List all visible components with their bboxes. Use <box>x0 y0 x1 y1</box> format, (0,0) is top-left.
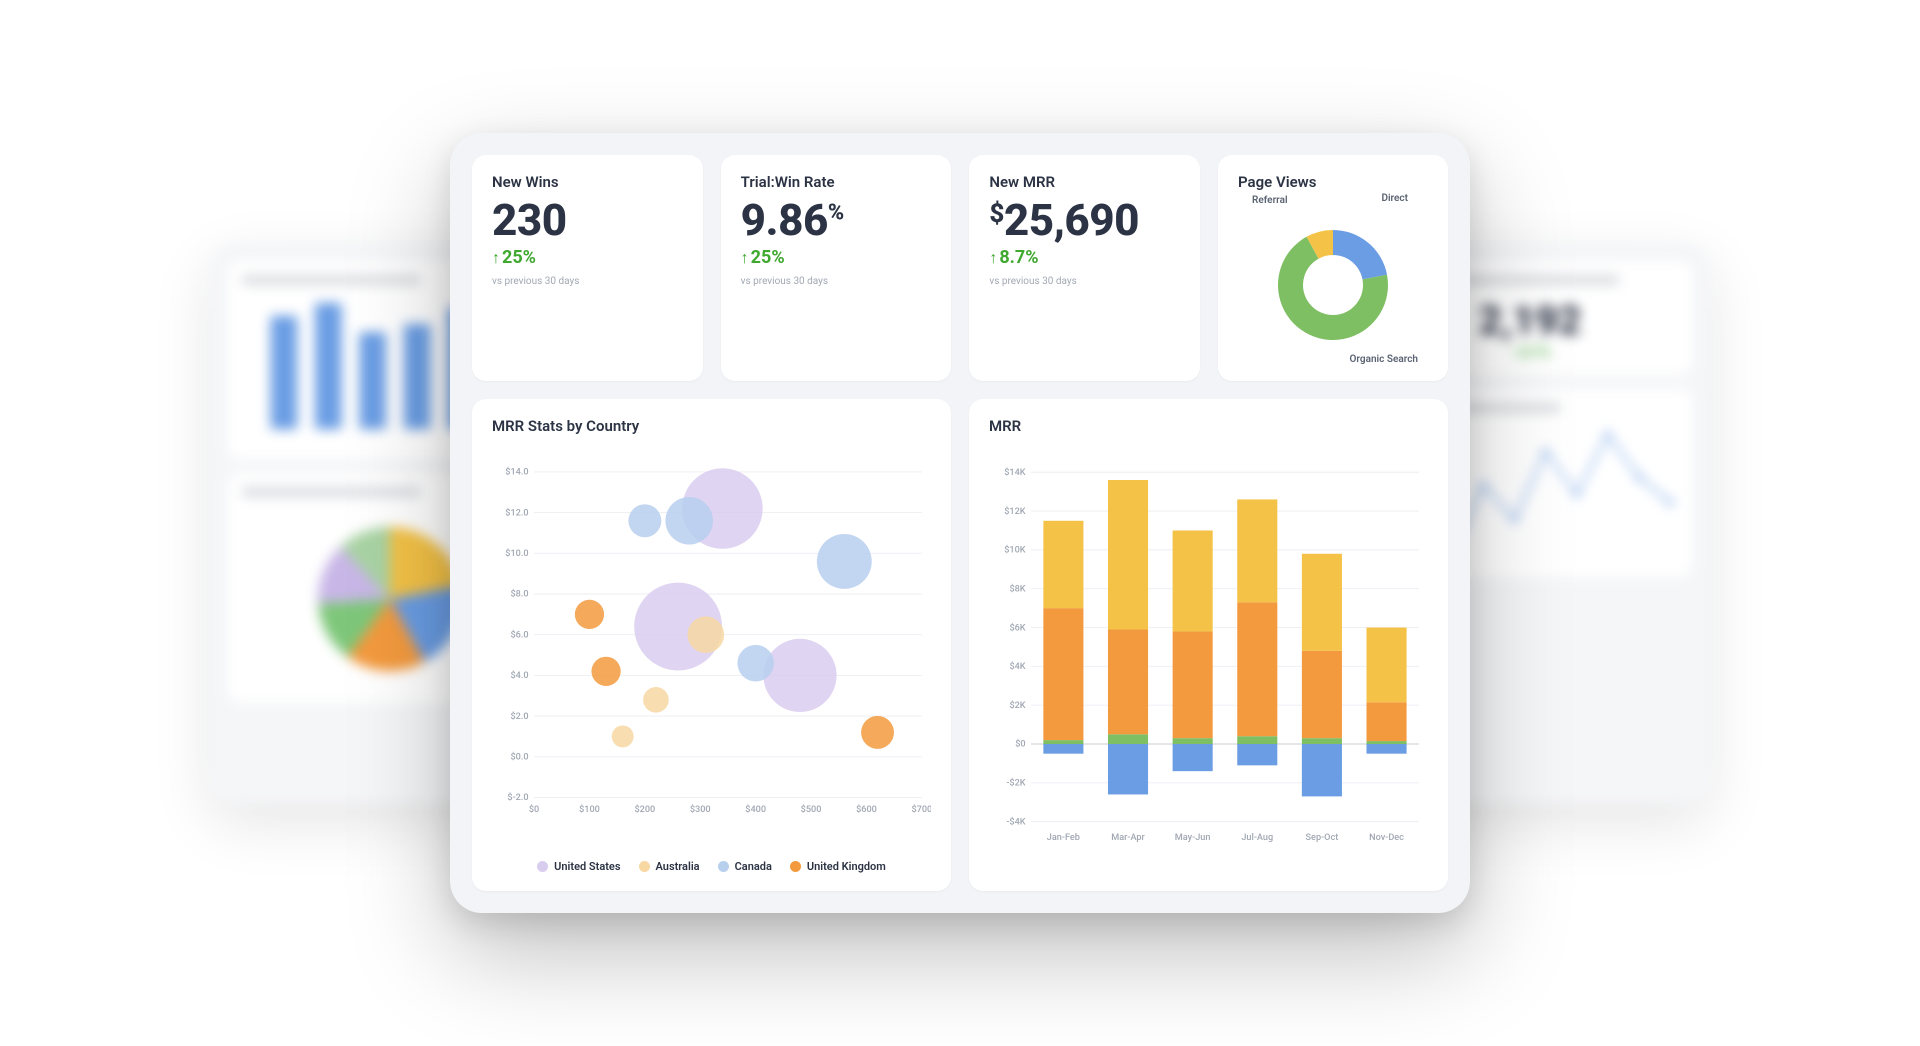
metric-delta: ↑25% <box>741 247 932 268</box>
bubble-chart-card[interactable]: MRR Stats by Country $-2.0 $0.0 $2.0 $4.0 $6… <box>472 399 951 891</box>
bubble-legend: United States Australia Canada United Kingd… <box>492 860 931 873</box>
dashboard: New Wins 230 ↑25% vs previous 30 days Tr… <box>450 133 1470 913</box>
arrow-up-icon: ↑ <box>989 248 997 267</box>
metric-delta: ↑25% <box>492 247 683 268</box>
svg-text:$6K: $6K <box>1009 622 1025 633</box>
donut-label-organic: Organic Search <box>1350 354 1419 365</box>
svg-text:$200: $200 <box>634 804 655 815</box>
svg-text:$400: $400 <box>745 804 766 815</box>
svg-text:May-Jun: May-Jun <box>1175 833 1211 843</box>
legend-swatch-icon <box>537 861 548 872</box>
metric-card-new-wins[interactable]: New Wins 230 ↑25% vs previous 30 days <box>472 155 703 381</box>
legend-label: Australia <box>656 860 700 873</box>
mrr-chart-card[interactable]: MRR -$4K -$2K $0 $2K $4K $6K $8K $10K $12K $14K Ja… <box>969 399 1448 891</box>
svg-text:$500: $500 <box>801 804 822 815</box>
svg-text:$4.0: $4.0 <box>510 670 528 681</box>
svg-text:Nov-Dec: Nov-Dec <box>1369 833 1404 843</box>
metric-title: Trial:Win Rate <box>741 173 932 191</box>
metric-title: New Wins <box>492 173 683 191</box>
charts-row: MRR Stats by Country $-2.0 $0.0 $2.0 $4.0 $6… <box>472 399 1448 891</box>
donut-label-referral: Referral <box>1252 195 1288 206</box>
card-title: MRR <box>989 417 1428 435</box>
svg-text:$10.0: $10.0 <box>505 548 528 559</box>
donut-chart: Direct Referral Organic Search <box>1248 193 1418 363</box>
svg-text:$700: $700 <box>911 804 931 815</box>
legend-item: Australia <box>639 860 700 873</box>
svg-text:Jul-Aug: Jul-Aug <box>1241 833 1273 843</box>
legend-swatch-icon <box>718 861 729 872</box>
svg-text:Mar-Apr: Mar-Apr <box>1111 833 1145 843</box>
metric-delta: ↑8.7% <box>989 247 1180 268</box>
svg-text:$8K: $8K <box>1009 583 1025 594</box>
svg-text:$2K: $2K <box>1009 700 1025 711</box>
svg-text:$300: $300 <box>690 804 711 815</box>
donut-label-direct: Direct <box>1381 193 1408 204</box>
metric-subtext: vs previous 30 days <box>492 276 683 287</box>
svg-text:$8.0: $8.0 <box>510 589 528 600</box>
svg-text:-$2K: -$2K <box>1006 778 1025 789</box>
svg-text:$4K: $4K <box>1009 661 1025 672</box>
legend-label: United States <box>554 860 620 873</box>
mrr-stacked-bar-chart: -$4K -$2K $0 $2K $4K $6K $8K $10K $12K $14K Jan-Fe… <box>989 441 1428 873</box>
legend-label: Canada <box>735 860 772 873</box>
legend-item: United States <box>537 860 620 873</box>
bubble-chart: $-2.0 $0.0 $2.0 $4.0 $6.0 $8.0 $10.0 $12.0 $14.0… <box>492 441 931 854</box>
svg-text:Jan-Feb: Jan-Feb <box>1047 833 1080 843</box>
svg-text:Sep-Oct: Sep-Oct <box>1306 833 1339 843</box>
legend-item: Canada <box>718 860 772 873</box>
metric-subtext: vs previous 30 days <box>989 276 1180 287</box>
card-title: Page Views <box>1238 173 1316 191</box>
svg-text:$12K: $12K <box>1004 506 1026 517</box>
svg-text:$100: $100 <box>579 804 600 815</box>
metric-card-new-mrr[interactable]: New MRR $25,690 ↑8.7% vs previous 30 day… <box>969 155 1200 381</box>
metric-value: 9.86% <box>741 197 932 243</box>
svg-text:$0.0: $0.0 <box>510 752 528 763</box>
metric-title: New MRR <box>989 173 1180 191</box>
svg-text:$600: $600 <box>856 804 877 815</box>
legend-swatch-icon <box>790 861 801 872</box>
metric-value: 230 <box>492 197 683 243</box>
card-title: MRR Stats by Country <box>492 417 931 435</box>
svg-text:$2.0: $2.0 <box>510 711 528 722</box>
svg-text:-$4K: -$4K <box>1006 816 1025 827</box>
svg-text:$6.0: $6.0 <box>510 629 528 640</box>
svg-text:$12.0: $12.0 <box>505 507 528 518</box>
svg-text:$-2.0: $-2.0 <box>507 792 528 803</box>
svg-text:$10K: $10K <box>1004 545 1026 556</box>
legend-item: United Kingdom <box>790 860 886 873</box>
metric-subtext: vs previous 30 days <box>741 276 932 287</box>
svg-text:$0: $0 <box>1015 739 1025 750</box>
page-views-card[interactable]: Page Views Direct Referral Organic Searc… <box>1218 155 1448 381</box>
legend-swatch-icon <box>639 861 650 872</box>
svg-text:$14K: $14K <box>1004 467 1026 478</box>
metric-card-trial-win-rate[interactable]: Trial:Win Rate 9.86% ↑25% vs previous 30… <box>721 155 952 381</box>
svg-text:$14.0: $14.0 <box>505 467 528 478</box>
svg-text:$0: $0 <box>529 804 539 815</box>
legend-label: United Kingdom <box>807 860 886 873</box>
metric-value: $25,690 <box>989 197 1180 243</box>
arrow-up-icon: ↑ <box>492 248 500 267</box>
arrow-up-icon: ↑ <box>741 248 749 267</box>
metrics-row: New Wins 230 ↑25% vs previous 30 days Tr… <box>472 155 1448 381</box>
